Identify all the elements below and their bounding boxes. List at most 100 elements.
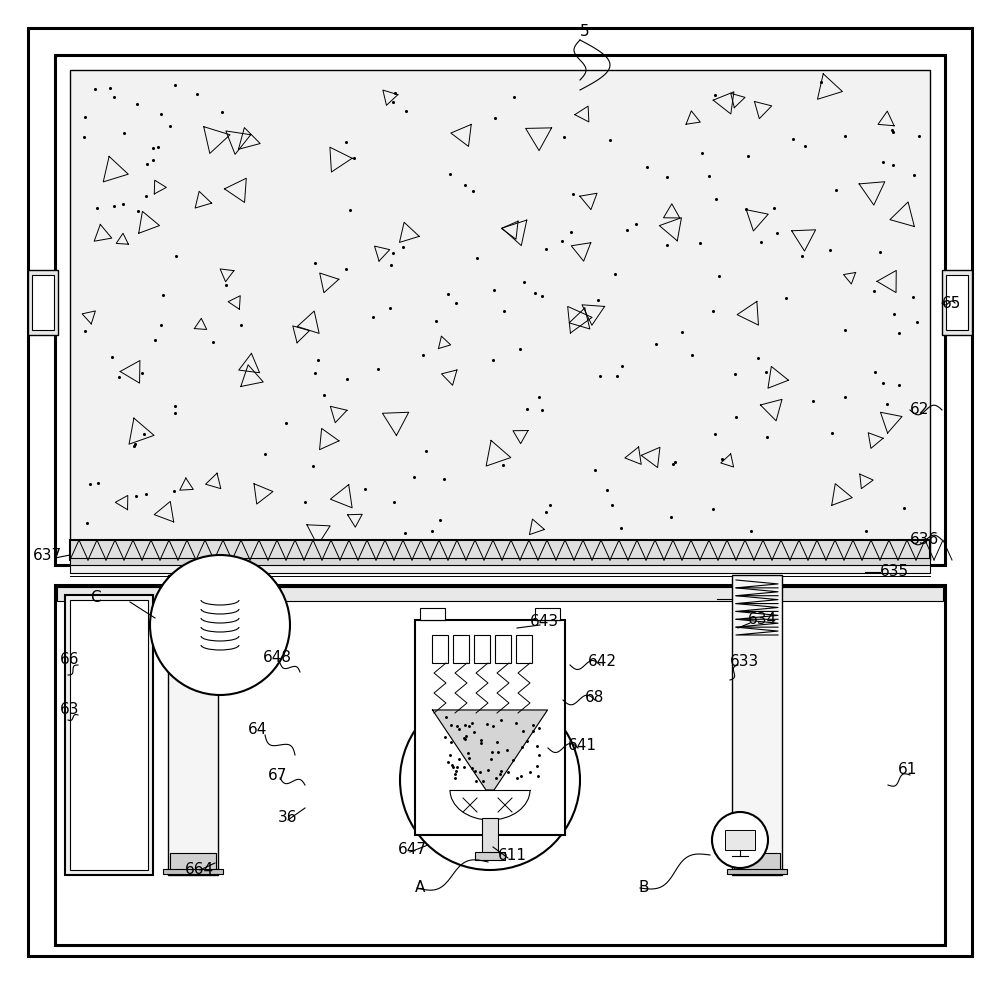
Point [896,499,912,515]
Point [590,292,606,308]
Point [382,300,398,316]
Point [139,156,155,172]
Point [514,740,530,755]
Point [554,233,570,249]
Point [162,119,178,134]
Point [738,201,754,217]
Point [879,395,895,411]
Bar [415,620,565,835]
Point [485,718,501,734]
Text: 66: 66 [60,652,80,667]
Point [166,483,182,498]
Point [906,168,922,183]
Text: 633: 633 [730,654,759,669]
Point [530,768,546,784]
Bar [482,818,498,853]
Point [150,139,166,155]
Point [743,523,759,539]
Point [428,313,444,329]
Point [457,177,473,192]
Text: 635: 635 [880,564,909,580]
Point [136,427,152,442]
Point [457,717,473,733]
Point [126,438,142,453]
Point [659,170,675,185]
Point [189,86,205,102]
Bar [65,595,153,875]
Point [628,216,644,232]
Point [891,325,907,340]
Point [778,289,794,305]
Bar [734,853,780,871]
Text: 641: 641 [568,738,597,752]
Bar [535,608,560,620]
Point [884,122,900,137]
Point [451,750,467,766]
Point [464,760,480,776]
Point [130,203,146,219]
Point [822,242,838,258]
Point [145,152,161,168]
Point [456,759,472,775]
Bar [70,558,930,566]
Point [766,200,782,216]
Point [386,494,402,510]
Point [280,541,296,556]
Point [297,494,313,510]
Point [604,497,620,513]
Point [522,764,538,780]
Point [129,96,145,112]
Point [167,405,183,421]
Text: 648: 648 [263,650,292,665]
Point [447,770,463,786]
Circle shape [150,555,290,695]
Text: 65: 65 [942,295,961,311]
Point [458,728,474,744]
Bar [475,852,505,860]
Bar [163,869,223,874]
Point [77,323,93,338]
Text: 637: 637 [33,547,62,562]
Text: 611: 611 [498,848,527,862]
Text: 67: 67 [268,767,287,783]
Point [753,234,769,250]
Point [470,542,486,557]
Text: B: B [638,881,648,896]
Point [886,306,902,322]
Text: 643: 643 [530,614,559,630]
Point [834,538,850,553]
Point [512,341,528,357]
Text: 5: 5 [580,25,590,39]
Point [257,446,273,462]
Point [442,748,458,763]
Point [87,81,103,97]
Point [490,745,506,760]
Bar [942,270,972,335]
Point [705,303,721,319]
Point [639,160,655,176]
Point [701,169,717,184]
Point [489,734,505,749]
Point [858,523,874,539]
Point [415,347,431,363]
Bar [420,608,445,620]
Point [443,735,459,750]
Point [466,725,482,741]
Point [445,759,461,775]
Point [609,369,625,385]
Point [866,284,882,299]
Text: 64: 64 [248,722,267,738]
Point [397,525,413,541]
Point [147,332,163,347]
Bar [168,575,218,875]
Point [565,185,581,201]
Point [77,109,93,125]
Point [758,364,774,380]
Point [167,398,183,414]
Point [529,738,545,753]
Point [138,487,154,502]
Point [214,533,230,548]
Text: 63: 63 [60,702,80,717]
Point [449,719,465,735]
Circle shape [712,812,768,868]
